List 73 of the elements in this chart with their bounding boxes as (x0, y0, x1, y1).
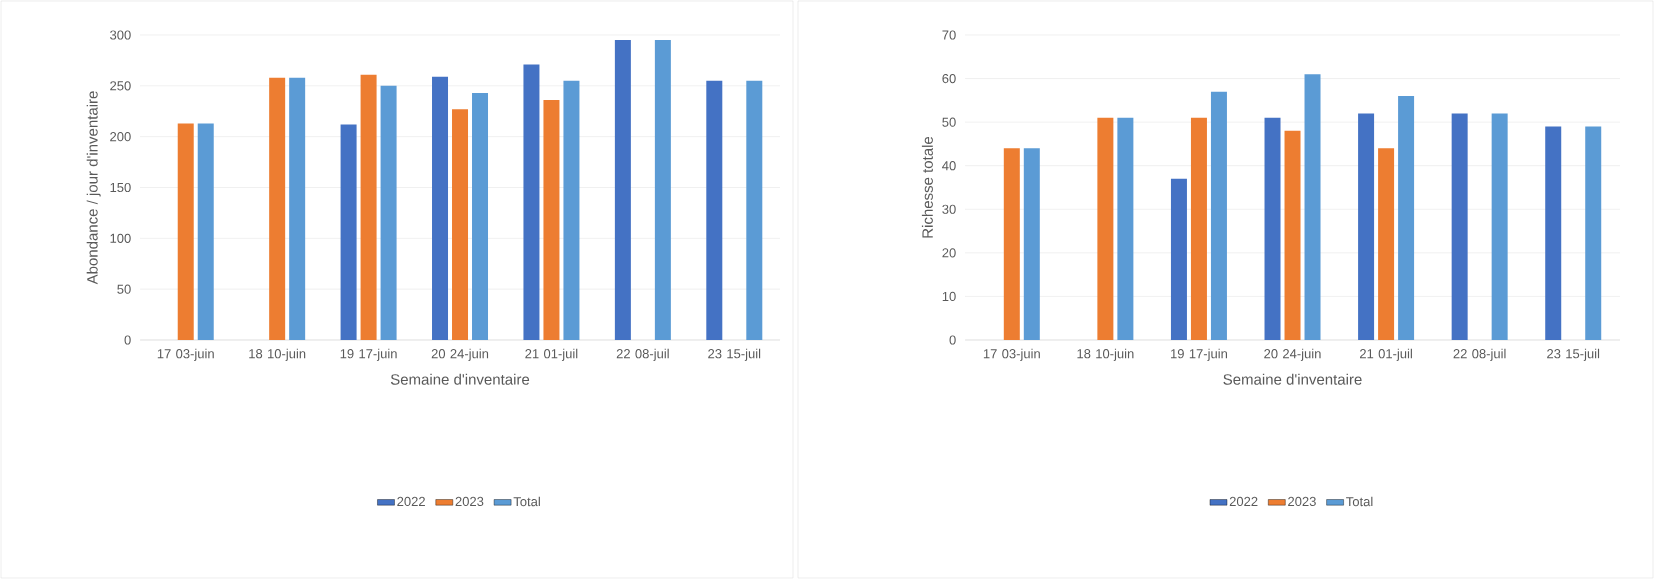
bar (1378, 148, 1395, 340)
x-tick-label: 23 15-juil (708, 348, 761, 361)
y-tick-label: 70 (942, 30, 956, 40)
y-tick-label: 0 (124, 335, 131, 345)
y-tick-label: 150 (110, 182, 131, 193)
x-tick-label: 23 15-juil (1547, 348, 1600, 361)
y-axis-title: Richesse totale (921, 136, 933, 238)
legend-label: Total (513, 496, 540, 507)
bar (1117, 117, 1134, 340)
x-tick-label: 22 08-juil (616, 348, 669, 361)
bar (523, 64, 540, 340)
bar (706, 80, 723, 340)
bar (1358, 113, 1375, 340)
x-tick-label: 22 08-juil (1453, 348, 1506, 361)
bar (1003, 148, 1020, 340)
x-tick-label: 19 17-juin (340, 348, 397, 361)
bar (1210, 91, 1227, 340)
x-axis-title: Semaine d'inventaire (390, 373, 530, 385)
bar (563, 80, 580, 340)
bar (1170, 178, 1187, 340)
bar (1097, 117, 1114, 340)
bar (1304, 74, 1321, 340)
y-tick-label: 10 (942, 291, 956, 302)
legend-label: 2023 (455, 496, 484, 507)
x-axis-title: Semaine d'inventaire (1223, 373, 1362, 385)
x-tick-label: 20 24-juin (1264, 348, 1321, 361)
x-tick-label: 17 03-juin (983, 348, 1040, 361)
bar (654, 40, 671, 340)
legend-label: Total (1346, 496, 1373, 507)
bar (360, 74, 377, 340)
bar (432, 76, 449, 340)
x-tick-label: 19 17-juin (1171, 348, 1227, 361)
bar (746, 80, 763, 340)
bar (1190, 117, 1207, 340)
bar (1451, 113, 1468, 340)
bar (269, 77, 286, 340)
x-tick-label: 20 24-juin (431, 348, 489, 361)
x-tick-label: 18 10-juin (1077, 348, 1134, 361)
bar (614, 40, 631, 340)
y-tick-label: 20 (942, 248, 956, 258)
bar (380, 85, 397, 340)
bar (1491, 113, 1508, 340)
y-tick-label: 0 (949, 335, 956, 345)
x-tick-label: 21 01-juil (525, 348, 578, 361)
x-tick-label: 17 03-juin (157, 348, 214, 361)
bar (289, 77, 306, 340)
legend-label: 2022 (397, 496, 425, 507)
bar (543, 100, 560, 340)
x-tick-label: 21 01-juil (1360, 348, 1412, 361)
y-axis-title: Abondance / jour d'inventaire (86, 91, 101, 285)
bar (1023, 148, 1040, 340)
y-tick-label: 30 (942, 204, 956, 214)
y-tick-label: 200 (110, 132, 131, 142)
x-tick-label: 18 10-juin (249, 348, 306, 361)
bar (177, 123, 194, 340)
bar (197, 123, 214, 340)
y-tick-label: 50 (117, 284, 131, 294)
y-tick-label: 60 (942, 73, 956, 84)
bar (1264, 117, 1281, 340)
legend-label: 2023 (1288, 496, 1316, 507)
bar (1585, 126, 1602, 340)
y-tick-label: 50 (942, 117, 956, 127)
y-tick-label: 300 (110, 30, 131, 40)
bar (472, 92, 489, 340)
bar (1398, 95, 1415, 340)
bar (1284, 130, 1301, 340)
y-tick-label: 250 (110, 81, 131, 91)
legend-label: 2022 (1229, 496, 1258, 507)
y-tick-label: 40 (942, 161, 956, 171)
bar (452, 109, 469, 340)
y-tick-label: 100 (110, 233, 131, 243)
bar (1545, 126, 1562, 340)
bar (340, 124, 357, 340)
